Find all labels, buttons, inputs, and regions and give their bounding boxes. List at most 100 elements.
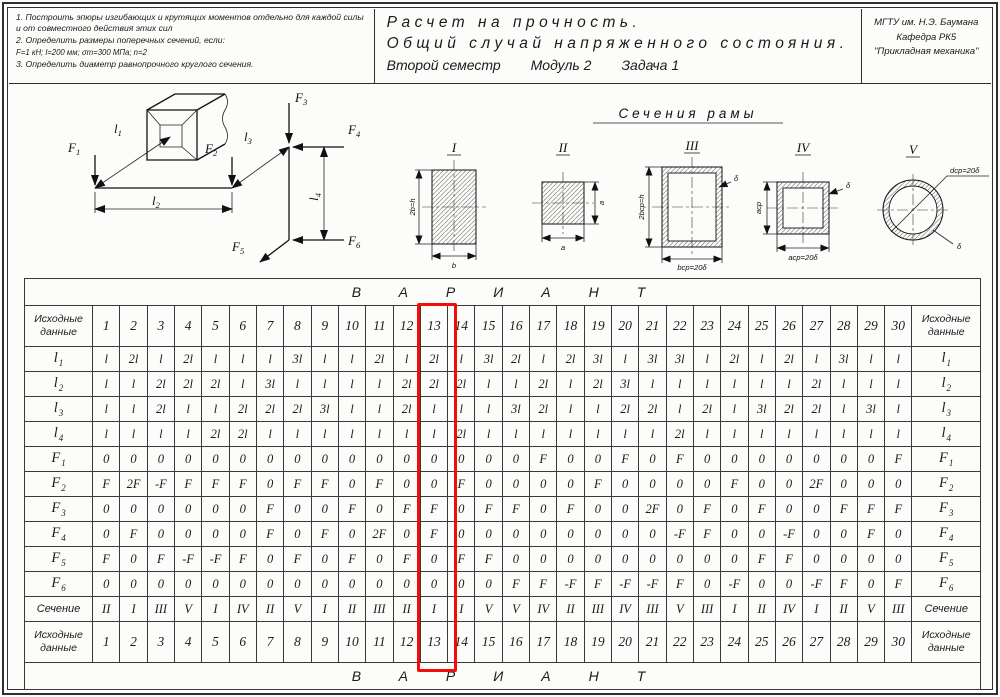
value-l3-col27: 2l bbox=[802, 396, 831, 422]
row-label-F6: F6 bbox=[911, 571, 981, 597]
value-F2-col29: 0 bbox=[856, 471, 886, 497]
value-l4-col17: l bbox=[529, 421, 558, 447]
table-row-F3: F3 0 0 0 0 0 0 F 0 0 F 0 F F 0 F F 0 F 0 0 2F 0 F 0 F 0 0 F F F F3 bbox=[23, 496, 981, 522]
value-l4-col14: 2l bbox=[447, 421, 476, 447]
variant-table: ВАРИАНТ Исходные данные 1 2 3 4 5 6 7 8 9 10 11 12 13 1… bbox=[23, 278, 981, 690]
column-number-24: 24 bbox=[720, 621, 749, 663]
value-F1-col16: 0 bbox=[501, 446, 531, 472]
column-number-27: 27 bbox=[802, 621, 831, 663]
row-label-sub: 1 bbox=[61, 457, 66, 468]
column-number-13: 13 bbox=[419, 305, 449, 347]
value-l2-col14: 2l bbox=[447, 371, 476, 397]
section-5-wall-dim: δ bbox=[957, 242, 962, 251]
column-number-25: 25 bbox=[747, 305, 776, 347]
value-l4-col13: l bbox=[419, 421, 449, 447]
value-l1-col1: l bbox=[92, 346, 121, 372]
column-number-10: 10 bbox=[337, 305, 367, 347]
value-F6-col27: -F bbox=[802, 571, 831, 597]
value-l2-col5: 2l bbox=[201, 371, 230, 397]
value-l4-col24: l bbox=[720, 421, 749, 447]
value-F4-col9: F bbox=[310, 521, 339, 547]
value-F3-col12: F bbox=[392, 496, 421, 522]
value-section-col6: IV bbox=[228, 596, 257, 622]
value-section-col28: II bbox=[829, 596, 858, 622]
value-F4-col6: 0 bbox=[228, 521, 257, 547]
column-number-8: 8 bbox=[283, 305, 312, 347]
column-number-25: 25 bbox=[747, 621, 776, 663]
value-l3-col7: 2l bbox=[255, 396, 285, 422]
tube-hole bbox=[159, 124, 183, 148]
row-label-base: F bbox=[939, 525, 948, 542]
row-label-base: F bbox=[51, 450, 61, 467]
value-F3-col6: 0 bbox=[228, 496, 257, 522]
value-F5-col29: 0 bbox=[856, 546, 886, 572]
row-label-base: F bbox=[51, 475, 61, 492]
section-2: II a a bbox=[532, 140, 606, 252]
value-l2-col2: l bbox=[119, 371, 148, 397]
value-F2-col8: F bbox=[283, 471, 312, 497]
value-F3-col14: 0 bbox=[447, 496, 476, 522]
column-number-12: 12 bbox=[392, 621, 421, 663]
value-l3-col29: 3l bbox=[856, 396, 886, 422]
force-f3-label: F3 bbox=[294, 90, 307, 107]
value-l2-col11: l bbox=[365, 371, 394, 397]
value-F6-col10: 0 bbox=[337, 571, 367, 597]
value-F6-col13: 0 bbox=[419, 571, 449, 597]
value-F4-col27: 0 bbox=[802, 521, 831, 547]
value-F2-col11: F bbox=[365, 471, 394, 497]
row-label-base: l bbox=[53, 375, 58, 392]
column-number-28: 28 bbox=[829, 305, 858, 347]
column-number-10: 10 bbox=[337, 621, 367, 663]
value-section-col13: I bbox=[419, 596, 449, 622]
value-F3-col5: 0 bbox=[201, 496, 230, 522]
value-l4-col25: l bbox=[747, 421, 776, 447]
value-l1-col30: l bbox=[884, 346, 913, 372]
value-F3-col16: F bbox=[501, 496, 531, 522]
row-label-section: Сечение bbox=[911, 596, 981, 622]
value-F3-col20: 0 bbox=[610, 496, 640, 522]
value-F3-col30: F bbox=[884, 496, 913, 522]
value-l3-col21: 2l bbox=[638, 396, 667, 422]
l2-extension-lines bbox=[94, 192, 233, 213]
value-F4-col3: 0 bbox=[146, 521, 176, 547]
value-F6-col22: F bbox=[665, 571, 694, 597]
value-F2-col13: 0 bbox=[419, 471, 449, 497]
section-3-wall-dim: δ bbox=[734, 174, 739, 183]
value-section-col17: IV bbox=[529, 596, 558, 622]
value-F2-col27: 2F bbox=[802, 471, 831, 497]
value-F1-col15: 0 bbox=[474, 446, 503, 472]
value-F6-col4: 0 bbox=[173, 571, 203, 597]
column-number-9: 9 bbox=[310, 621, 339, 663]
value-F1-col2: 0 bbox=[119, 446, 148, 472]
value-F2-col3: -F bbox=[146, 471, 176, 497]
university-name: МГТУ им. Н.Э. Баумана bbox=[874, 17, 979, 28]
value-F5-col27: 0 bbox=[802, 546, 831, 572]
section-1: I 2b=h b bbox=[408, 140, 486, 270]
value-section-col21: III bbox=[638, 596, 667, 622]
row-label-l3: l3 bbox=[911, 396, 981, 422]
value-F5-col3: F bbox=[146, 546, 176, 572]
value-section-col29: V bbox=[856, 596, 886, 622]
value-l3-col24: l bbox=[720, 396, 749, 422]
value-section-col30: III bbox=[884, 596, 913, 622]
value-l2-col29: l bbox=[856, 371, 886, 397]
section-5-diameter-dim: dср=20δ bbox=[950, 166, 980, 175]
section-4-wall-dim: δ bbox=[846, 181, 851, 190]
column-number-30: 30 bbox=[884, 621, 913, 663]
row-label-l1: l1 bbox=[911, 346, 981, 372]
value-F1-col18: 0 bbox=[556, 446, 585, 472]
value-section-col24: I bbox=[720, 596, 749, 622]
row-label-base: F bbox=[939, 550, 948, 567]
value-l3-col9: 3l bbox=[310, 396, 339, 422]
course-name: "Прикладная механика" bbox=[874, 46, 979, 58]
section-2-numeral: II bbox=[558, 140, 568, 155]
value-l3-col6: 2l bbox=[228, 396, 257, 422]
value-F5-col7: 0 bbox=[255, 546, 285, 572]
value-section-col11: III bbox=[365, 596, 394, 622]
corner-label: Исходные данные bbox=[911, 621, 981, 663]
value-F6-col18: -F bbox=[556, 571, 585, 597]
row-label-base: F bbox=[51, 525, 61, 542]
value-F1-col13: 0 bbox=[419, 446, 449, 472]
row-label-sub: 4 bbox=[58, 432, 64, 443]
value-F1-col1: 0 bbox=[92, 446, 121, 472]
